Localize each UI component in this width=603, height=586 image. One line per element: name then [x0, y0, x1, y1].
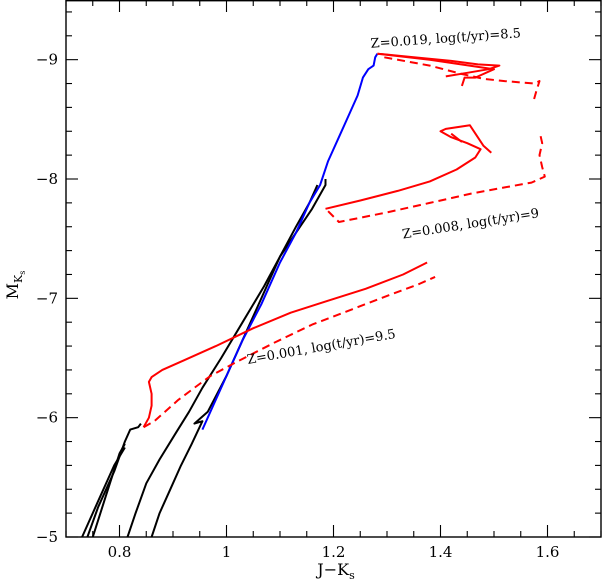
y-axis-title: MKs: [3, 271, 27, 300]
y-tick-label: −9: [36, 51, 58, 69]
x-tick-label: 1.4: [429, 543, 453, 561]
x-axis-title-main: J−K: [315, 560, 350, 579]
annotation-1: Z=0.008, log(t/yr)=9: [401, 206, 540, 242]
series-line-12: [142, 261, 428, 428]
x-axis-title-sub: s: [349, 569, 355, 582]
series-line-8: [384, 56, 541, 100]
series-line-7: [377, 52, 495, 87]
series-line-0: [86, 423, 142, 538]
series-line-13: [143, 275, 436, 429]
annotation-2: Z=0.001, log(t/yr)=9.5: [246, 327, 397, 368]
series-line-5: [201, 53, 379, 431]
x-tick-label: 1.2: [322, 543, 346, 561]
y-tick-label: −7: [36, 289, 58, 307]
series-line-3: [126, 179, 327, 538]
y-tick-label: −5: [36, 528, 58, 546]
y-tick-label: −6: [36, 409, 58, 427]
series-line-2: [81, 446, 126, 538]
plot-frame: [65, 0, 602, 538]
series-line-10: [450, 132, 463, 143]
annotation-0: Z=0.019, log(t/yr)=8.5: [370, 26, 521, 51]
series-line-1: [91, 443, 126, 538]
series-line-11: [327, 131, 546, 223]
labels-layer: 0.8 1 1.2 1.4 1.6 −5 −6 −7 −8 −9 Z=0.019, log(t/yr…: [36, 26, 560, 561]
y-axis-title-main: M: [3, 283, 22, 299]
y-tick-label: −8: [36, 170, 58, 188]
x-axis-title: J−Ks: [315, 560, 355, 582]
x-tick-label: 1.6: [536, 543, 560, 561]
x-tick-label: 0.8: [108, 543, 132, 561]
x-tick-label: 1: [222, 543, 232, 561]
series-line-9: [325, 124, 492, 210]
series-line-6: [377, 52, 501, 78]
y-axis-title-sub: K: [12, 274, 25, 283]
series-line-4: [150, 184, 319, 538]
y-axis-title-subsub: s: [18, 271, 27, 275]
series-layer: [81, 52, 546, 538]
ticks-layer: [65, 0, 602, 538]
